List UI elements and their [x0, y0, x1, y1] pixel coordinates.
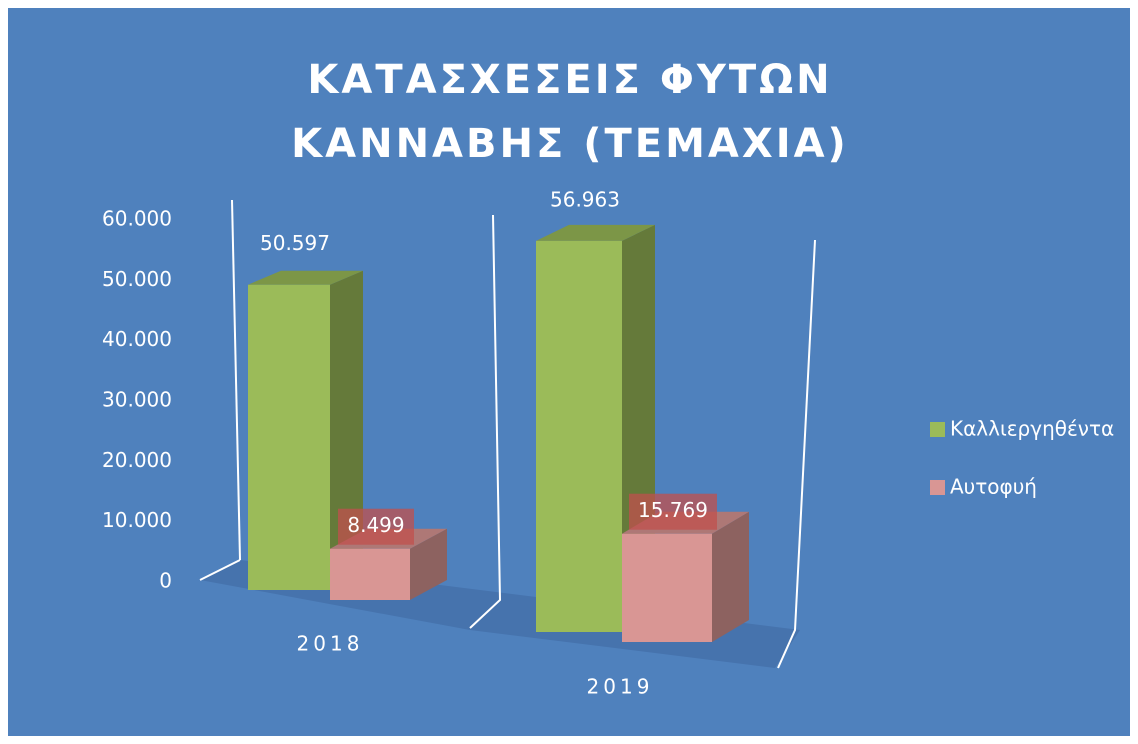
- y-tick-label: 50.000: [102, 267, 172, 291]
- wall-edge: [231, 199, 241, 561]
- value-label: 15.769: [638, 498, 708, 522]
- value-label-box: [629, 493, 717, 530]
- wall-edge: [469, 214, 502, 629]
- value-label: 56.963: [550, 187, 620, 211]
- bar: [536, 240, 622, 632]
- y-tick-label: 0: [159, 569, 172, 593]
- bar-side: [712, 511, 749, 642]
- bar-top: [536, 224, 655, 241]
- y-tick-label: 30.000: [102, 388, 172, 412]
- x-tick-label: 2019: [587, 675, 654, 699]
- x-tick-label: 2018: [297, 632, 364, 656]
- wall-edge: [777, 239, 816, 669]
- value-label-box: [338, 508, 414, 545]
- chart-title: ΚΑΤΑΣΧΕΣΕΙΣ ΦΥΤΩΝ ΚΑΝΝΑΒΗΣ (ΤΕΜΑΧΙΑ): [291, 57, 849, 167]
- y-tick-label: 10.000: [102, 508, 172, 532]
- wall-edge: [199, 559, 241, 581]
- bar: [330, 548, 410, 600]
- y-tick-label: 60.000: [102, 207, 172, 231]
- value-label: 8.499: [347, 513, 404, 537]
- legend-swatch: [930, 422, 945, 437]
- y-tick-label: 40.000: [102, 327, 172, 351]
- bar-side: [410, 528, 447, 600]
- y-tick-label: 20.000: [102, 448, 172, 472]
- legend-label: Καλλιεργηθέντα: [950, 417, 1114, 441]
- bar: [248, 284, 330, 590]
- legend-swatch: [930, 480, 945, 495]
- bar: [622, 533, 712, 642]
- legend-label: Αυτοφυή: [950, 475, 1037, 499]
- bar-top: [248, 270, 363, 285]
- value-label: 50.597: [260, 231, 330, 255]
